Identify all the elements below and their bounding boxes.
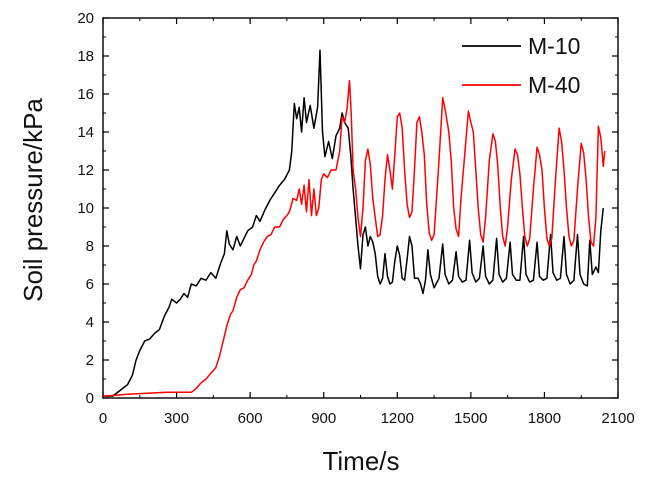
x-tick-label: 300 [164, 410, 189, 427]
y-tick-label: 18 [77, 48, 94, 65]
axis-ticks [102, 17, 619, 399]
y-tick-label: 14 [77, 124, 94, 141]
x-tick-labels: 0 300 600 900 1200 1500 1800 2100 [99, 410, 635, 427]
legend: M-10 M-40 [462, 33, 580, 98]
series-group [102, 49, 606, 397]
legend-label-m-40: M-40 [528, 72, 580, 98]
series-line-m-40 [102, 79, 606, 397]
x-tick-label: 1200 [381, 410, 414, 427]
y-tick-label: 12 [77, 162, 94, 179]
x-tick-label: 2100 [601, 410, 634, 427]
legend-label-m-10: M-10 [528, 33, 580, 59]
y-tick-label: 16 [77, 86, 94, 103]
y-tick-label: 2 [86, 352, 94, 369]
x-tick-label: 600 [238, 410, 263, 427]
x-axis-title: Time/s [322, 446, 399, 476]
series-line-m-10 [103, 49, 605, 397]
y-tick-label: 8 [86, 238, 94, 255]
y-tick-label: 4 [86, 314, 94, 331]
x-tick-label: 0 [99, 410, 107, 427]
y-tick-label: 6 [86, 276, 94, 293]
y-tick-label: 20 [77, 10, 94, 27]
x-tick-label: 900 [311, 410, 336, 427]
y-tick-label: 10 [77, 200, 94, 217]
y-tick-label: 0 [86, 390, 94, 407]
y-tick-labels: 0 2 4 6 8 10 12 14 16 18 20 [77, 10, 94, 407]
y-axis-title: Soil pressure/kPa [18, 98, 48, 302]
x-tick-label: 1500 [454, 410, 487, 427]
x-tick-label: 1800 [528, 410, 561, 427]
